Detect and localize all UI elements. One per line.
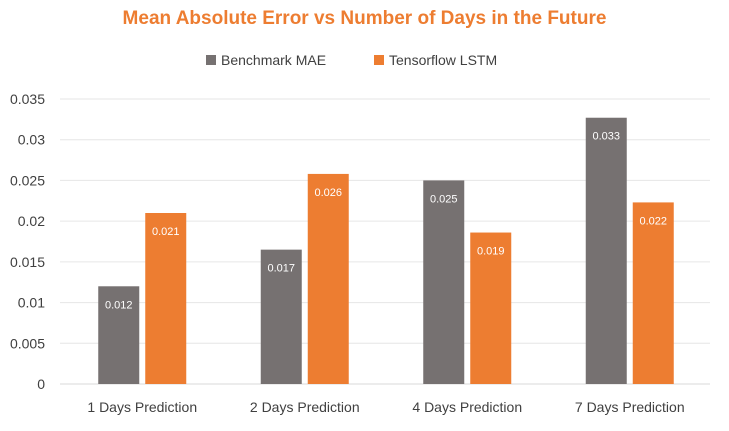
bar-benchmark [98,286,140,384]
legend: Benchmark MAE Tensorflow LSTM [206,52,497,68]
y-tick-label: 0.015 [10,254,45,270]
bar-benchmark [423,180,465,384]
bar-lstm [145,213,187,384]
data-label: 0.025 [430,193,458,205]
bar-lstm [470,232,512,384]
data-label: 0.017 [267,263,295,275]
data-label: 0.012 [105,299,133,311]
legend-swatch [374,55,384,65]
y-tick-label: 0.025 [10,172,45,188]
bars: 0.012 0.021 0.017 0.026 0.025 0.019 0.033 0.022 [98,117,674,384]
y-tick-label: 0.035 [10,91,45,107]
bar-lstm [307,173,349,384]
legend-label: Benchmark MAE [221,52,326,68]
legend-swatch [206,55,216,65]
x-tick-label: 7 Days Prediction [575,399,685,415]
bar-benchmark [585,117,627,384]
legend-label: Tensorflow LSTM [389,52,497,68]
y-tick-label: 0 [37,376,45,392]
data-label: 0.019 [477,246,505,258]
x-tick-label: 1 Days Prediction [87,399,197,415]
data-label: 0.021 [152,226,180,238]
x-axis: 1 Days Prediction 2 Days Prediction 4 Days… [87,399,684,415]
data-label: 0.026 [314,187,342,199]
x-tick-label: 4 Days Prediction [412,399,522,415]
bar-benchmark [260,249,302,384]
y-tick-label: 0.005 [10,335,45,351]
data-label: 0.033 [592,131,620,143]
data-label: 0.022 [639,215,667,227]
chart-title: Mean Absolute Error vs Number of Days in… [123,8,607,29]
y-tick-label: 0.03 [18,132,45,148]
y-axis: 0 0.005 0.01 0.015 0.02 0.025 0.03 0.035 [10,91,45,392]
x-tick-label: 2 Days Prediction [250,399,360,415]
bar-lstm [632,202,674,384]
y-tick-label: 0.01 [18,295,45,311]
y-tick-label: 0.02 [18,213,45,229]
